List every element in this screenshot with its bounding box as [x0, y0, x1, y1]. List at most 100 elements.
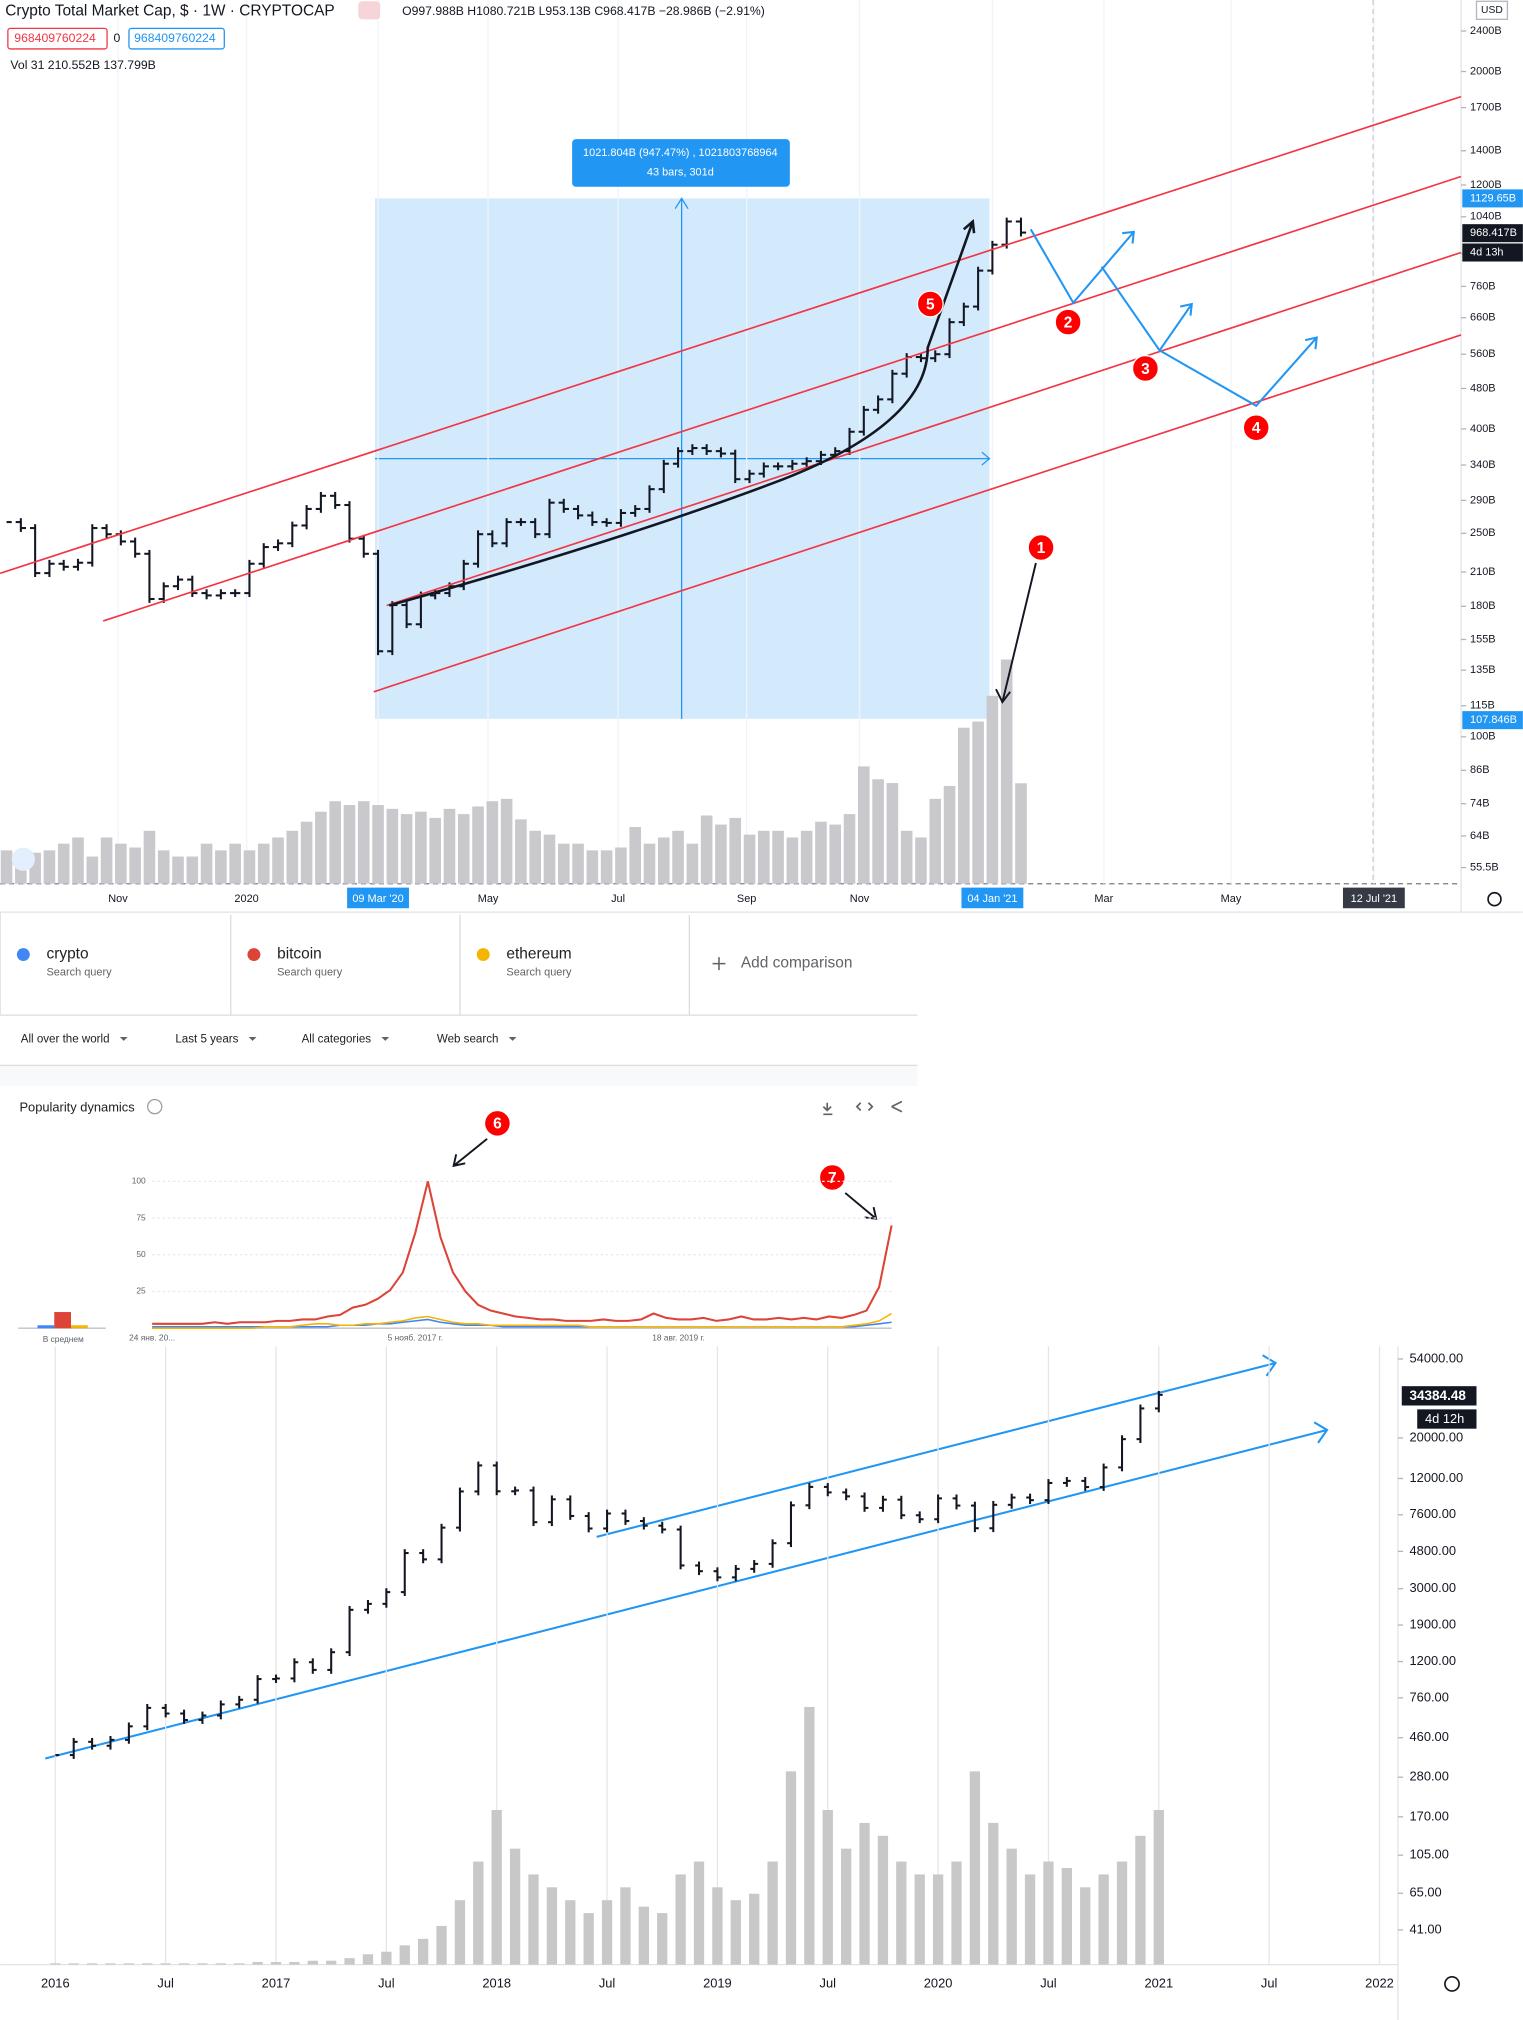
- currency-box: [1475, 0, 1509, 20]
- annotation-number: 1: [1037, 540, 1046, 557]
- share-icon[interactable]: [891, 1100, 903, 1113]
- volume-bar: [289, 1962, 300, 1965]
- symbol-title: Crypto Total Market Cap, $ · 1W · CRYPTO…: [5, 3, 334, 20]
- price-label: 1129.65B: [1470, 192, 1516, 204]
- volume-bar: [172, 856, 184, 884]
- volume-bar: [399, 1945, 410, 1965]
- x-tick-label: Jul: [1261, 1975, 1277, 1990]
- annotation-badge: [818, 1163, 846, 1192]
- logo: [11, 847, 35, 871]
- volume-bar: [988, 1822, 999, 1965]
- embed-icon[interactable]: [855, 1102, 874, 1112]
- y-tick-label: 760B: [1470, 280, 1496, 292]
- bottom-chart: 2016 Jul 2017 Jul 2018 Jul 2019 Jul 2020 Jul 2021 J…: [0, 1346, 1477, 2020]
- legend-term[interactable]: bitcoin: [277, 946, 322, 963]
- annotations: 1 2 3 4 5 6 7: [483, 290, 1270, 1192]
- x-tick-label: 24 янв. 20...: [129, 1333, 175, 1343]
- volume-bar: [715, 824, 727, 884]
- filter[interactable]: Last 5 years: [175, 1034, 238, 1046]
- volume-bar: [657, 1913, 668, 1965]
- volume-bar: [415, 811, 427, 884]
- volume-bar: [730, 1900, 741, 1965]
- volume-bar: [969, 1771, 981, 1965]
- avg-label: В среднем: [43, 1334, 84, 1344]
- legend-term[interactable]: crypto: [47, 946, 89, 963]
- volume-bar: [786, 837, 799, 884]
- annotation-number: 3: [1141, 361, 1150, 378]
- volume-bar: [436, 1925, 447, 1965]
- annotation-badge: [483, 1109, 511, 1137]
- download-icon[interactable]: [822, 1102, 833, 1116]
- volume-bar: [257, 843, 270, 884]
- average-bar: [70, 1325, 88, 1329]
- volume-bar: [1024, 1874, 1036, 1965]
- filter[interactable]: All categories: [302, 1034, 372, 1046]
- volume-bar: [443, 808, 456, 884]
- volume-bar: [215, 850, 227, 884]
- x-tick-label: 2021: [1144, 1975, 1173, 1990]
- volume-bar: [129, 847, 141, 884]
- field: [7, 27, 108, 50]
- settings-icon[interactable]: [1487, 891, 1502, 907]
- x-tick-label: 04 Jan '21: [967, 893, 1017, 905]
- legend-sub: Search query: [277, 967, 343, 979]
- volume-bar: [178, 1963, 190, 1965]
- volume-bar: [767, 1861, 778, 1965]
- volume-bar: [473, 1861, 484, 1965]
- x-tick-label: 5 нояб. 2017 г.: [388, 1333, 443, 1343]
- volume-bar: [543, 834, 556, 884]
- settings-icon[interactable]: [1444, 1976, 1460, 1992]
- y-tick-label: 65.00: [1409, 1885, 1441, 1900]
- volume-bar: [68, 1963, 79, 1965]
- volume-bar: [454, 1900, 466, 1965]
- y-tick-label: 660B: [1470, 312, 1496, 324]
- x-tick-label: Nov: [850, 893, 870, 905]
- volume-bar: [200, 843, 213, 884]
- pointer-arrow: [452, 1138, 488, 1168]
- filter[interactable]: All over the world: [21, 1034, 110, 1046]
- help-icon: [146, 1098, 163, 1115]
- volume-bar: [712, 1887, 723, 1965]
- annotation-number: 5: [926, 296, 935, 313]
- header: Crypto Total Market Cap, $ · 1W · CRYPTO…: [5, 1, 765, 871]
- y-tick-label: 460.00: [1409, 1729, 1448, 1744]
- legend-term[interactable]: ethereum: [506, 946, 571, 963]
- volume-bar: [886, 783, 899, 884]
- y-tick-label: 41.00: [1409, 1921, 1441, 1936]
- volume-bar: [0, 850, 13, 884]
- x-tick-label: May: [478, 893, 499, 905]
- volume-bar: [329, 801, 341, 884]
- add-comparison[interactable]: Add comparison: [741, 955, 853, 972]
- annotation-badge: [1242, 414, 1270, 442]
- volume-bar: [1135, 1835, 1146, 1965]
- field: [128, 27, 225, 50]
- volume-bar: [417, 1938, 429, 1965]
- filter[interactable]: Web search: [437, 1034, 499, 1046]
- volume-bar: [872, 779, 884, 884]
- y-tick-label: 7600.00: [1409, 1506, 1456, 1521]
- volume-bar: [528, 1874, 539, 1965]
- volume-bar: [270, 1962, 282, 1965]
- volume-bar: [515, 819, 527, 884]
- volume-bar: [229, 843, 241, 884]
- volume-bar: [272, 837, 284, 884]
- volume-bar: [300, 821, 313, 884]
- x-tick-label: 2020: [234, 893, 258, 905]
- volume-bar: [1153, 1810, 1164, 1965]
- volume-bar: [829, 824, 842, 884]
- price-label-box: [1462, 189, 1523, 208]
- volume-bar: [500, 798, 513, 884]
- y-tick-label: 100: [132, 1176, 146, 1186]
- volume-bar: [100, 837, 113, 884]
- legend-sub: Search query: [506, 967, 572, 979]
- volume-bar: [1116, 1861, 1128, 1965]
- volume-bar: [142, 1963, 153, 1965]
- volume-bar: [197, 1963, 208, 1965]
- gap: [0, 1065, 918, 1087]
- volume-bar: [943, 785, 956, 884]
- volume-bar: [929, 798, 942, 884]
- price-labels: USD 1129.65B 968.417B 4d 13h 107.846B: [1462, 0, 1523, 730]
- volume-bar: [123, 1963, 135, 1965]
- volume-bar: [429, 817, 441, 884]
